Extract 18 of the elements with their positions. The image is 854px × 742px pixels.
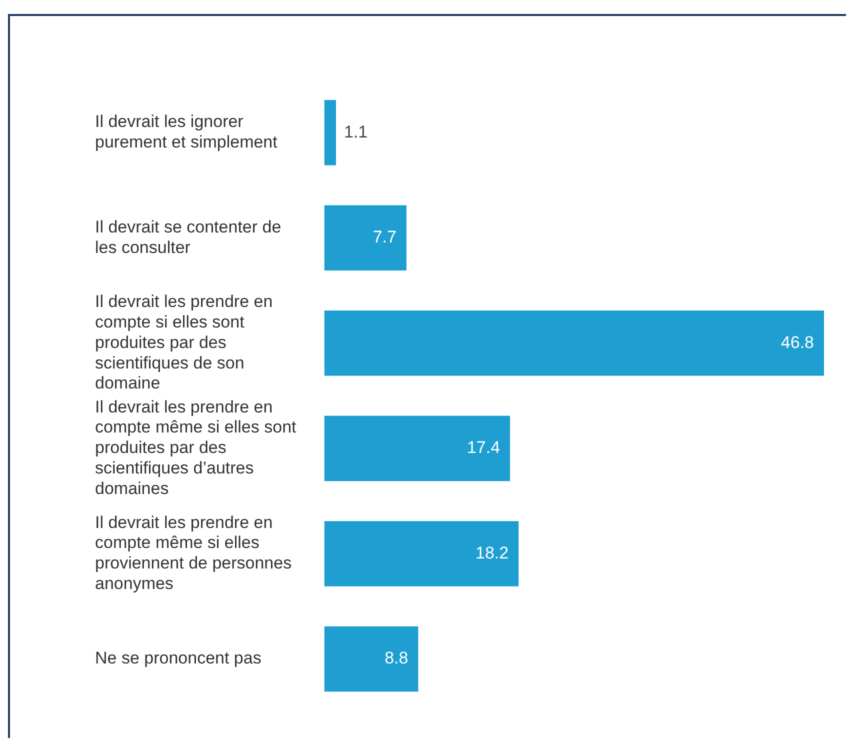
data-label: 8.8 [384,648,408,668]
data-label: 46.8 [780,332,814,352]
data-label: 7.7 [372,228,396,247]
bar [324,521,519,586]
y-tick-label: Il devrait les ignorer purement et simplement [95,112,278,152]
bar [324,310,824,376]
y-tick-label: Il devrait les prendre en compte même si elles proviennent de personnes anonymes [95,512,292,593]
y-tick-label: Ne se prononcent pas [95,648,262,668]
bar [324,626,418,692]
data-label: 1.1 [344,122,368,142]
bar [324,100,336,166]
bar [324,416,510,482]
y-tick-label: Il devrait les prendre en compte si elles sont produites par des scientifiques de son domaine [95,292,273,393]
bar [324,205,406,271]
data-label: 18.2 [476,543,509,562]
y-tick-label: Il devrait les prendre en compte même si elles sont produites par des scientifiques d’autres domaines [95,397,297,498]
y-tick-label: Il devrait se contenter de les consulter [95,217,282,257]
data-label: 17.4 [466,438,500,458]
